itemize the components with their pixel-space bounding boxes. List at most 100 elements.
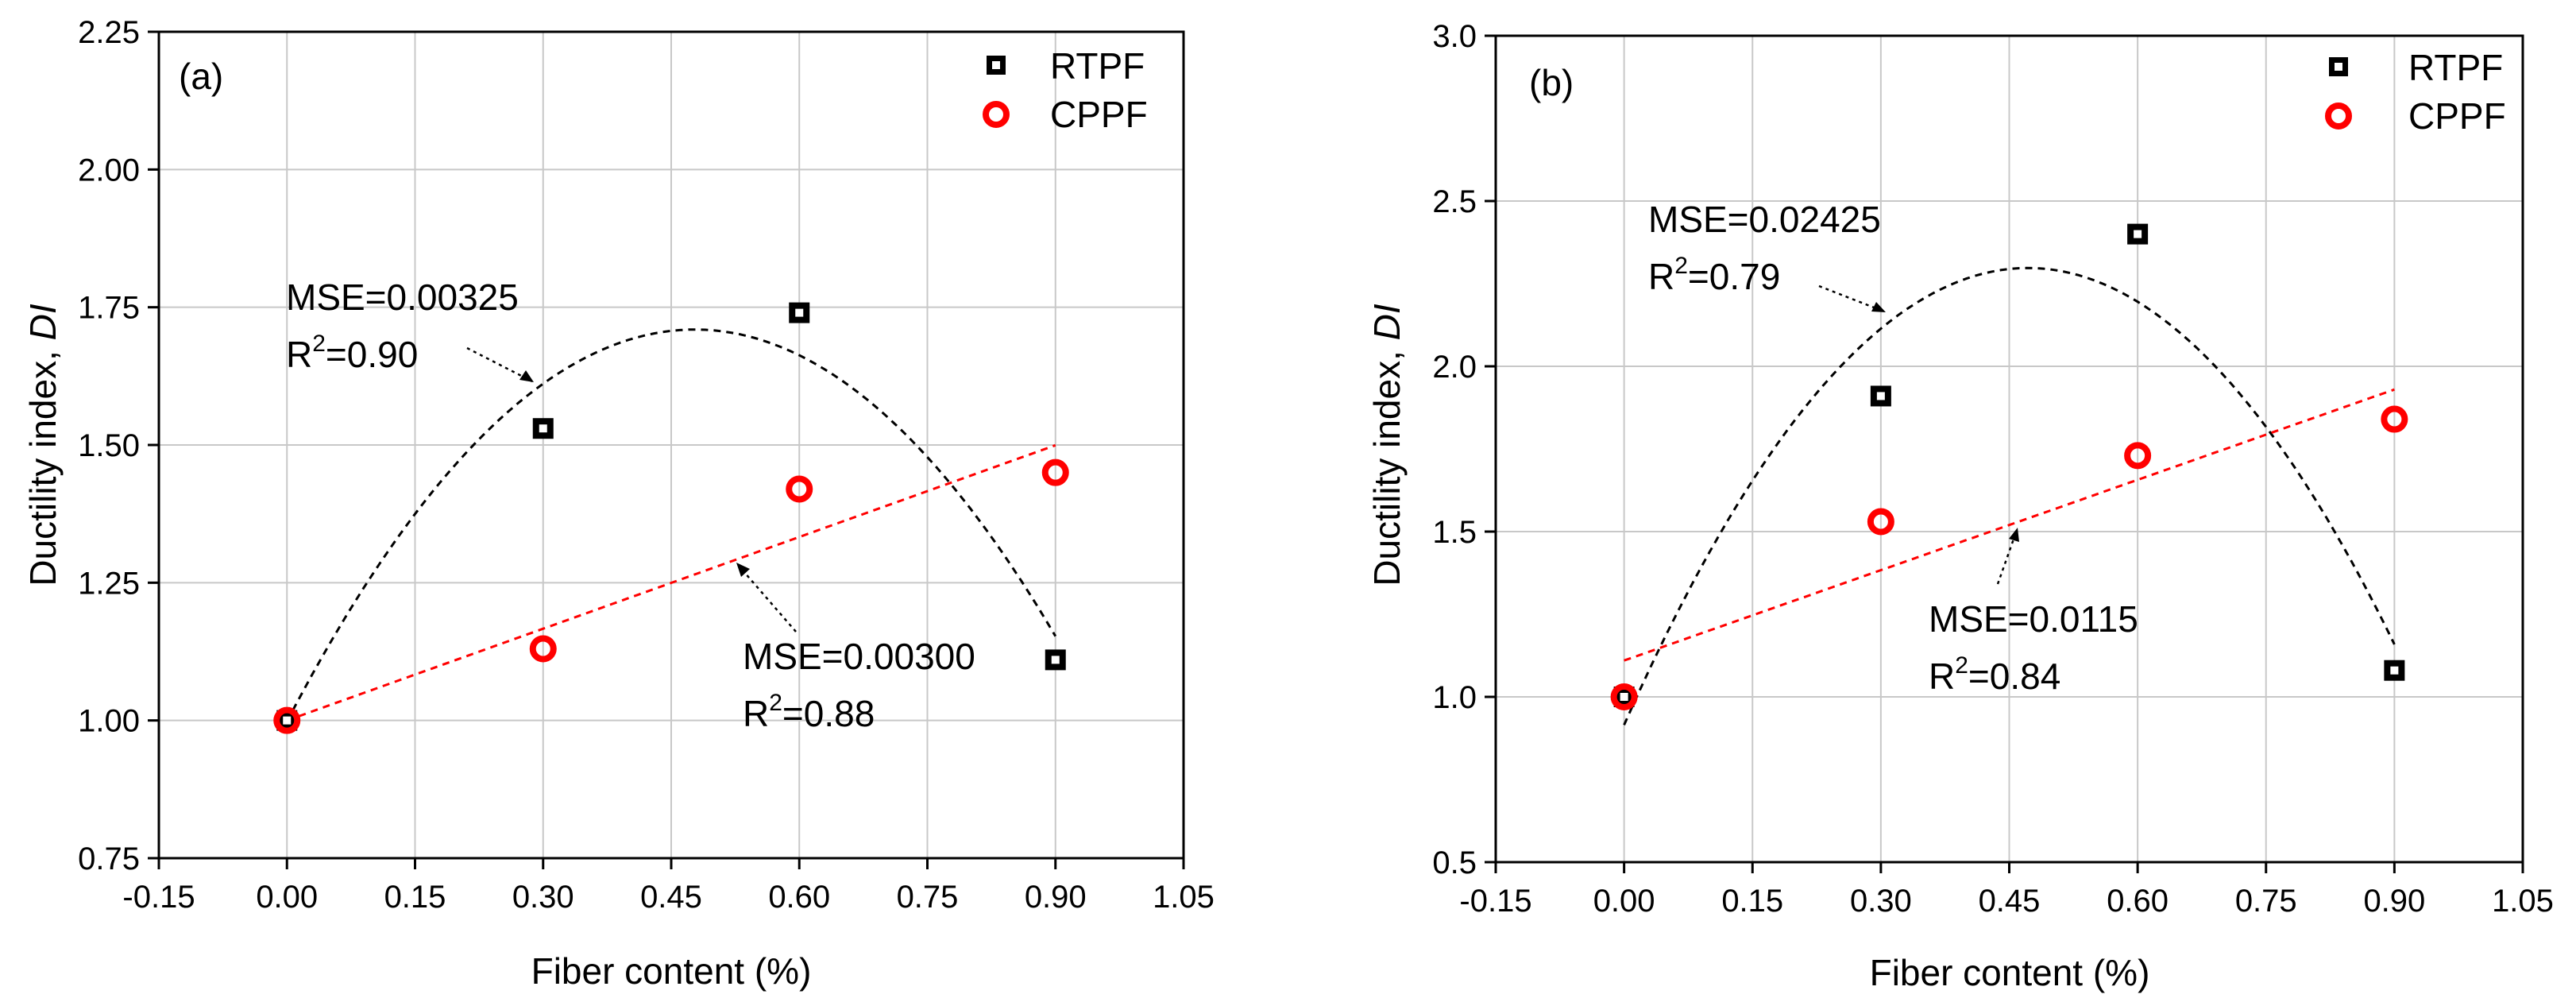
legend-square-marker-center — [2335, 63, 2342, 71]
panel-b-annotation-rtpf: MSE=0.02425 R2=0.79 — [1648, 199, 1886, 313]
fit-curve-rtpf — [1623, 266, 2396, 726]
panel-a-x-axis-label: Fiber content (%) — [531, 950, 812, 992]
panel-b-label: (b) — [1529, 62, 1574, 103]
y-tick-label: 1.00 — [78, 704, 140, 739]
square-marker-center — [1620, 693, 1628, 701]
data-point-rtpf — [1870, 385, 1891, 407]
panel-a-fits — [285, 328, 1057, 722]
x-tick-label: 1.05 — [2492, 884, 2554, 919]
annotation-arrowhead — [519, 370, 534, 382]
data-point-rtpf — [532, 418, 554, 439]
annotation-arrow — [738, 565, 797, 633]
x-tick-label: 0.75 — [897, 880, 959, 915]
panel-b-fits — [1623, 266, 2396, 726]
square-marker-center — [795, 308, 804, 317]
legend-square-marker-center — [992, 61, 1000, 69]
panel-a-annotation-cppf: MSE=0.00300 R2=0.88 — [736, 563, 975, 734]
panel-a-x-tick-labels: -0.15 0.00 0.15 0.30 0.45 0.60 0.75 0.90 1.05 — [122, 880, 1215, 915]
x-tick-label: 0.30 — [1850, 884, 1912, 919]
annotation-mse: MSE=0.0115 — [1929, 598, 2138, 640]
square-marker-center — [1876, 392, 1885, 400]
y-tick-label: 1.0 — [1432, 680, 1477, 715]
square-marker-center — [2134, 230, 2142, 238]
annotation-arrow — [1996, 532, 2018, 585]
x-tick-label: 0.00 — [1593, 884, 1655, 919]
legend-label-rtpf: RTPF — [2408, 47, 2503, 88]
y-tick-label: 1.25 — [78, 566, 140, 601]
square-marker-center — [1051, 656, 1060, 664]
y-tick-label: 0.75 — [78, 841, 140, 876]
x-tick-label: -0.15 — [1459, 884, 1531, 919]
legend-label-cppf: CPPF — [2408, 95, 2506, 137]
annotation-r2: R2=0.90 — [286, 331, 418, 375]
panel-b-markers — [1610, 223, 2408, 710]
x-tick-label: 0.45 — [1979, 884, 2041, 919]
x-tick-label: 1.05 — [1153, 880, 1215, 915]
fit-curve-cppf — [286, 443, 1056, 722]
y-tick-label: 0.5 — [1432, 845, 1477, 880]
fit-curve-rtpf — [285, 328, 1057, 722]
panel-b-legend: RTPF CPPF — [2325, 47, 2506, 137]
data-point-cppf — [273, 706, 301, 734]
panel-a-legend: RTPF CPPF — [983, 45, 1148, 135]
panel-b-y-axis-label: Ductility index, DI — [1366, 304, 1408, 586]
panel-a-chart: -0.15 0.00 0.15 0.30 0.45 0.60 0.75 0.90 1.05 0.… — [22, 15, 1215, 992]
panel-a-y-tick-labels: 0.75 1.00 1.25 1.50 1.75 2.00 2.25 — [78, 15, 140, 876]
y-tick-label: 3.0 — [1432, 19, 1477, 54]
data-point-rtpf — [789, 302, 810, 323]
annotation-mse: MSE=0.00300 — [743, 636, 975, 677]
data-point-rtpf — [1045, 649, 1066, 671]
annotation-r2: R2=0.79 — [1648, 253, 1780, 297]
legend-label-cppf: CPPF — [1050, 94, 1148, 135]
panel-b-chart: -0.15 0.00 0.15 0.30 0.45 0.60 0.75 0.90 1.05 0.… — [1366, 19, 2554, 993]
legend-circle-marker — [2325, 103, 2352, 130]
x-tick-label: 0.30 — [512, 880, 574, 915]
y-tick-label: 1.50 — [78, 428, 140, 463]
panel-b-x-axis-label: Fiber content (%) — [1870, 952, 2150, 993]
panel-b-annotation-cppf: MSE=0.0115 R2=0.84 — [1929, 528, 2138, 697]
legend-circle-marker — [983, 101, 1010, 128]
y-tick-label: 2.25 — [78, 15, 140, 50]
data-point-cppf — [529, 635, 557, 663]
x-tick-label: -0.15 — [122, 880, 195, 915]
panel-b-x-tick-labels: -0.15 0.00 0.15 0.30 0.45 0.60 0.75 0.90 1.05 — [1459, 884, 2554, 919]
data-point-rtpf — [2127, 223, 2149, 245]
square-marker-center — [2390, 666, 2399, 675]
panel-b-ticks — [1485, 34, 2524, 873]
panel-a-ticks — [148, 30, 1185, 869]
panel-a-legend-rtpf: RTPF — [987, 45, 1145, 87]
annotation-r2: R2=0.88 — [743, 690, 875, 734]
y-tick-label: 2.0 — [1432, 350, 1477, 385]
x-tick-label: 0.90 — [1025, 880, 1087, 915]
square-marker-center — [539, 424, 547, 433]
data-point-cppf — [2381, 405, 2408, 433]
panel-a-legend-cppf: CPPF — [983, 94, 1148, 135]
panel-b-y-tick-labels: 0.5 1.0 1.5 2.0 2.5 3.0 — [1432, 19, 1477, 880]
x-tick-label: 0.60 — [2107, 884, 2169, 919]
y-tick-label: 1.5 — [1432, 515, 1477, 550]
panel-b-grid — [1496, 36, 2523, 862]
annotation-arrowhead — [736, 563, 750, 577]
fit-curve-cppf — [1624, 388, 2395, 662]
square-marker-center — [283, 716, 292, 725]
data-point-cppf — [2124, 442, 2152, 470]
x-tick-label: 0.45 — [640, 880, 702, 915]
annotation-arrow — [466, 346, 533, 383]
data-point-cppf — [1867, 508, 1894, 536]
panel-a-markers — [273, 302, 1069, 734]
y-tick-label: 2.00 — [78, 153, 140, 188]
data-point-rtpf — [2384, 660, 2405, 681]
panel-b-legend-cppf: CPPF — [2325, 95, 2506, 137]
y-tick-label: 2.5 — [1432, 184, 1477, 219]
panel-a-annotation-rtpf: MSE=0.00325 R2=0.90 — [286, 277, 534, 383]
x-tick-label: 0.00 — [256, 880, 318, 915]
x-tick-label: 0.60 — [768, 880, 830, 915]
annotation-arrowhead — [1871, 302, 1886, 312]
panel-a-label: (a) — [179, 56, 223, 97]
y-tick-label: 1.75 — [78, 291, 140, 326]
annotation-mse: MSE=0.02425 — [1648, 199, 1881, 240]
annotation-arrow — [1818, 284, 1885, 313]
x-tick-label: 0.15 — [384, 880, 446, 915]
annotation-r2: R2=0.84 — [1929, 652, 2060, 697]
